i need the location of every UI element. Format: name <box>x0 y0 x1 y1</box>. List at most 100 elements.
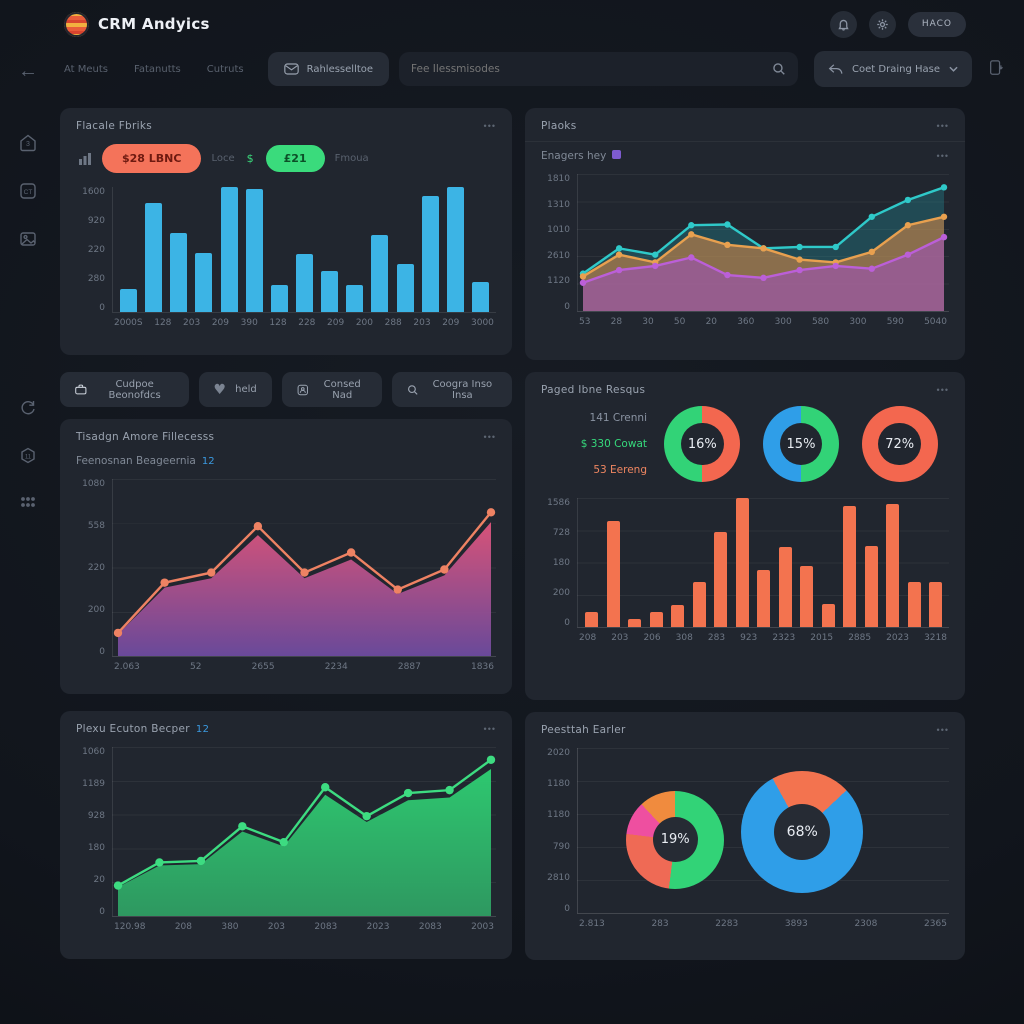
y-axis: 1060 1189 928 180 20 0 <box>82 747 105 917</box>
panel-fiscal-title: Flacale Fbriks <box>76 120 153 132</box>
panel-flacks-menu[interactable]: ••• <box>936 121 949 131</box>
growth-title-badge: 12 <box>195 724 210 735</box>
profile-dropdown[interactable]: Coet Draing Hase <box>814 51 972 87</box>
nav-link-3[interactable]: Cutruts <box>206 63 244 75</box>
fiscal-badge-green: £21 <box>265 145 325 172</box>
y-axis: 1586 728 180 200 0 <box>547 498 570 628</box>
donut-72: 72% <box>861 406 938 482</box>
x-axis: 53 28 30 50 20 360 300 580 300 590 5040 <box>579 317 947 327</box>
fiscal-badge-red-label: Loce <box>211 153 235 164</box>
sidebar-ct-icon[interactable]: CT <box>13 176 43 206</box>
panel-performance-menu[interactable]: ••• <box>483 432 496 442</box>
donut-68: 68% <box>741 771 864 894</box>
search-icon <box>408 384 418 395</box>
fiscal-badge-red: $28 LBNC <box>102 144 202 173</box>
stat-crenni: 141 Crenni <box>589 412 647 424</box>
bell-icon <box>838 19 849 31</box>
quick-actions: Cudpoe Beonofdcs ♥ held Consed Nad Coogr… <box>60 372 512 407</box>
google-inbox-button[interactable]: Coogra Inso Insa <box>392 372 512 407</box>
purple-chip-icon <box>612 150 622 159</box>
sidebar-archive-icon[interactable]: 11 <box>13 440 43 470</box>
x-axis: 208 203 206 308 283 923 2323 2015 2885 2023 3218 <box>579 633 947 643</box>
bars <box>578 498 949 627</box>
envelope-icon <box>283 63 299 75</box>
donut-16: 16% <box>664 406 741 482</box>
device-button[interactable] <box>988 59 1004 80</box>
nav-link-1[interactable]: At Meuts <box>64 63 109 75</box>
search-input[interactable] <box>411 63 773 75</box>
reply-arrow-icon <box>828 64 843 74</box>
stat-cowat: $ 330 Cowat <box>580 438 647 450</box>
performance-subtitle-badge: 12 <box>201 456 215 467</box>
mail-button[interactable]: Rahlesselltoe <box>267 52 390 86</box>
app-title: CRM Andyics <box>98 15 210 33</box>
fiscal-badge-green-label: Fmoua <box>334 153 369 164</box>
fiscal-badges: $28 LBNC Loce $ £21 Fmoua <box>78 144 496 173</box>
search-icon[interactable] <box>772 62 786 76</box>
sidebar: ← 3 CT 11 <box>0 48 56 1024</box>
topbar-badge-button[interactable]: HACO <box>907 11 966 37</box>
x-axis: 120.98 208 380 203 2083 2023 2083 2003 <box>114 922 494 932</box>
y-axis: 2020 1180 1180 790 2810 0 <box>547 748 570 914</box>
panel-flacks-title: Plaoks <box>541 120 577 132</box>
performance-area-chart: 1080 558 220 200 0 2.063 52 2655 2234 2887 1836 <box>76 479 496 672</box>
panel-requests-title: Paged Ibne Resqus <box>541 384 646 396</box>
gear-icon <box>877 18 888 30</box>
requests-stats: 141 Crenni $ 330 Cowat 53 Eereng <box>541 412 653 476</box>
svg-text:11: 11 <box>25 455 32 461</box>
x-axis: 2000S 128 203 209 390 128 228 209 200 288 203 209 30… <box>114 318 494 328</box>
panel-prediction-menu[interactable]: ••• <box>936 725 949 735</box>
panel-prediction-title: Peesttah Earler <box>541 724 626 736</box>
logo-icon <box>64 11 89 37</box>
held-button[interactable]: ♥ held <box>198 372 272 407</box>
compose-button[interactable]: Cudpoe Beonofdcs <box>60 372 189 407</box>
briefcase-icon <box>75 384 87 395</box>
flacks-subtitle: Enagers hey <box>541 150 607 162</box>
notifications-button[interactable] <box>829 10 857 38</box>
back-arrow-icon[interactable]: ← <box>13 56 43 86</box>
nav-link-2[interactable]: Fatanutts <box>134 63 181 75</box>
panel-fiscal: Flacale Fbriks ••• $28 LBNC Loce $ £21 F… <box>60 108 512 355</box>
connect-mail-button[interactable]: Consed Nad <box>281 372 383 407</box>
search-bar <box>399 52 799 86</box>
prediction-chart: 2020 1180 1180 790 2810 0 19% 68% 2.813 283 228… <box>541 748 949 929</box>
panel-performance-title: Tisadgn Amore Fillecesss <box>76 431 215 443</box>
navbar: At Meuts Fatanutts Cutruts Rahlesselltoe… <box>64 48 1004 90</box>
bars <box>113 187 496 312</box>
panel-growth-menu[interactable]: ••• <box>483 724 496 734</box>
donut-19: 19% <box>626 790 725 889</box>
growth-area-chart: 1060 1189 928 180 20 0 120.98 208 380 203 2083 202… <box>76 747 496 932</box>
panel-growth: Plexu Ecuton Becper 12 ••• 1060 1189 928 180… <box>60 711 512 959</box>
topbar: CRM Andyics HACO <box>0 0 1024 48</box>
dollar-icon: $ <box>246 152 254 165</box>
performance-subtitle: Feenosnan Beageernia <box>76 455 196 467</box>
contact-icon <box>297 384 308 395</box>
y-axis: 1810 1310 1010 2610 1120 0 <box>547 174 570 312</box>
sidebar-home-icon[interactable]: 3 <box>13 128 43 158</box>
main-content: Flacale Fbriks ••• $28 LBNC Loce $ £21 F… <box>60 108 965 960</box>
stats-icon <box>78 152 92 166</box>
panel-fiscal-menu[interactable]: ••• <box>483 121 496 131</box>
flacks-sub-menu[interactable]: ••• <box>936 151 949 161</box>
sidebar-apps-grid-icon[interactable] <box>13 488 43 518</box>
chevron-down-icon <box>949 66 958 72</box>
x-axis: 2.813 283 2283 3893 2308 2365 <box>579 919 947 929</box>
panel-requests-menu[interactable]: ••• <box>936 385 949 395</box>
y-axis: 1600 920 220 280 0 <box>82 187 105 313</box>
sidebar-image-icon[interactable] <box>13 224 43 254</box>
panel-flacks: Plaoks ••• Enagers hey ••• 1810 1310 1010 2… <box>525 108 965 360</box>
panel-prediction: Peesttah Earler ••• 2020 1180 1180 790 2810 0… <box>525 712 965 960</box>
nav-links: At Meuts Fatanutts Cutruts <box>64 64 244 75</box>
heart-icon: ♥ <box>213 381 227 398</box>
svg-text:3: 3 <box>26 141 30 148</box>
mobile-sync-icon <box>990 59 1003 75</box>
requests-bar-chart: 1586 728 180 200 0 208 203 206 308 283 923 2323 201… <box>541 498 949 643</box>
engagement-line-chart: 1810 1310 1010 2610 1120 0 53 28 30 50 20 360 300 58… <box>541 174 949 327</box>
sidebar-refresh-icon[interactable] <box>13 392 43 422</box>
logo: CRM Andyics <box>64 11 210 37</box>
panel-requests: Paged Ibne Resqus ••• 141 Crenni $ 330 C… <box>525 372 965 700</box>
apps-button[interactable] <box>868 10 896 38</box>
fiscal-bar-chart: 1600 920 220 280 0 2000S 128 203 209 390 128 228 20… <box>76 187 496 328</box>
donut-15: 15% <box>762 406 839 482</box>
